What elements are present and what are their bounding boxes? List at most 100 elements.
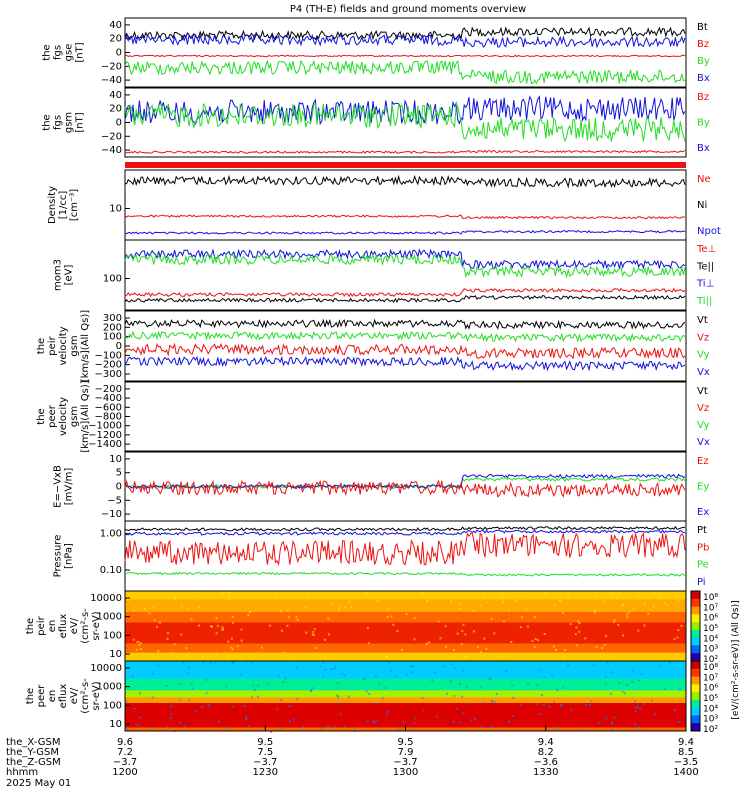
spectrogram-pixel: [633, 700, 636, 703]
spectrogram-pixel: [216, 652, 218, 655]
spectrogram-pixel: [296, 698, 299, 701]
colorbar-tick-label: 10³: [703, 645, 718, 655]
spectrogram-pixel: [480, 686, 483, 689]
spectrogram-pixel: [421, 592, 424, 595]
spectrogram-pixel: [560, 705, 563, 707]
spectrogram-pixel: [305, 606, 308, 609]
x-tick-label-y: 7.9: [398, 747, 414, 758]
spectrogram-pixel: [654, 713, 656, 716]
colorbar-segment: [691, 598, 700, 608]
colorbar-segment: [691, 699, 700, 709]
y-tick-label: −40: [101, 145, 122, 156]
spectrogram-pixel: [140, 642, 142, 645]
x-axis-row-label: hhmm: [6, 767, 38, 778]
y-tick-label: 10: [109, 649, 122, 660]
spectrogram-pixel: [566, 593, 569, 596]
spectrogram-pixel: [525, 608, 528, 611]
y-tick-label: −1000: [88, 421, 122, 432]
legend-entry: Vt: [697, 386, 708, 397]
spectrogram-pixel: [505, 670, 508, 672]
spectrogram-band: [125, 690, 686, 698]
legend-entry: Vt: [697, 315, 708, 326]
spectrogram-pixel: [386, 710, 389, 713]
spectrogram-pixel: [213, 662, 216, 665]
spectrogram-pixel: [575, 626, 578, 629]
y-axis-label: eV/: [69, 687, 80, 704]
spectrogram-pixel: [138, 724, 140, 727]
colorbar-segment: [691, 645, 700, 654]
spectrogram-pixel: [583, 591, 586, 594]
spectrogram-pixel: [563, 657, 566, 659]
spectrogram-pixel: [490, 617, 493, 620]
legend-entry: Pi: [697, 577, 706, 588]
spectrogram-pixel: [279, 727, 282, 730]
y-axis-label: the: [36, 338, 47, 354]
plot-title: P4 (TH-E) fields and ground moments over…: [290, 4, 526, 15]
spectrogram-pixel: [598, 721, 601, 724]
spectrogram-pixel: [536, 652, 539, 655]
colorbar-tick-label: 10⁷: [703, 673, 718, 683]
spectrogram-pixel: [336, 682, 339, 685]
spectrogram-pixel: [459, 682, 461, 685]
x-tick-label-x: 9.5: [398, 737, 414, 748]
spectrogram-pixel: [534, 638, 537, 640]
spectrogram-pixel: [595, 646, 598, 648]
spectrogram-pixel: [472, 609, 475, 612]
panel-density: 10 Density [1/cc] [cm⁻³] Ne Ni Npot: [47, 169, 721, 241]
legend-entry: By: [697, 56, 710, 67]
spectrogram-pixel: [376, 600, 379, 602]
spectrogram-pixel: [324, 638, 326, 641]
spectrogram-pixel: [663, 602, 666, 605]
spectrogram-pixel: [570, 708, 573, 711]
panel-efield: 10 5 0 −5 −10 E=−VxB [mV/m] Ez Ey Ex: [53, 451, 709, 522]
colorbar-tick-label: 10²: [703, 725, 718, 735]
spectrogram-pixel: [527, 683, 530, 686]
spectrogram-pixel: [231, 615, 234, 618]
series-pressure-0: [124, 525, 686, 532]
x-tick-label-x: 9.4: [538, 737, 554, 748]
legend-entry: Vz: [697, 403, 709, 414]
spectrogram-pixel: [178, 683, 181, 686]
spectrogram-pixel: [240, 639, 243, 642]
y-axis-label: [nT]: [75, 42, 86, 62]
y-tick-label: 0: [116, 341, 122, 352]
spectrogram-pixel: [183, 725, 186, 728]
spectrogram-pixel: [459, 608, 462, 611]
spectrogram-pixel: [187, 699, 190, 702]
spectrogram-pixel: [384, 686, 387, 689]
spectrogram-pixel: [542, 704, 545, 706]
spectrogram-pixel: [508, 720, 511, 723]
spectrogram-pixel: [634, 706, 637, 709]
spectrogram-pixel: [601, 647, 603, 649]
spectrogram-pixel: [328, 633, 330, 636]
spectrogram-pixel: [287, 616, 290, 619]
spectrogram-pixel: [333, 725, 336, 728]
spectrogram-pixel: [502, 601, 505, 604]
spectrogram-pixel: [444, 645, 447, 648]
spectrogram-pixel: [148, 612, 151, 615]
series-peir-velocity-3: [124, 355, 686, 372]
legend-entry: Bt: [697, 22, 708, 33]
spectrogram-pixel: [673, 638, 676, 641]
spectrogram-pixel: [197, 606, 200, 609]
spectrogram-pixel: [480, 651, 483, 654]
spectrogram-pixel: [331, 668, 334, 670]
spectrogram-pixel: [284, 677, 287, 680]
spectrogram-pixel: [627, 729, 630, 732]
spectrogram-pixel: [491, 700, 493, 703]
spectrogram-pixel: [462, 669, 465, 672]
spectrogram-pixel: [621, 690, 624, 693]
spectrogram-pixel: [676, 636, 679, 639]
series-pressure-1: [124, 529, 686, 536]
spectrogram-pixel: [138, 643, 141, 646]
spectrogram-pixel: [248, 725, 250, 727]
spectrogram-pixel: [436, 715, 439, 718]
colorbar-segment: [691, 707, 700, 716]
y-tick-label: 0: [116, 482, 122, 493]
spectrogram-pixel: [536, 639, 539, 642]
colorbar-segment: [691, 676, 700, 685]
spectrogram-pixel: [574, 633, 577, 636]
spectrogram-pixel: [344, 606, 347, 609]
spectrogram-pixel: [631, 669, 634, 672]
legend-entry: Ti||: [696, 296, 712, 307]
